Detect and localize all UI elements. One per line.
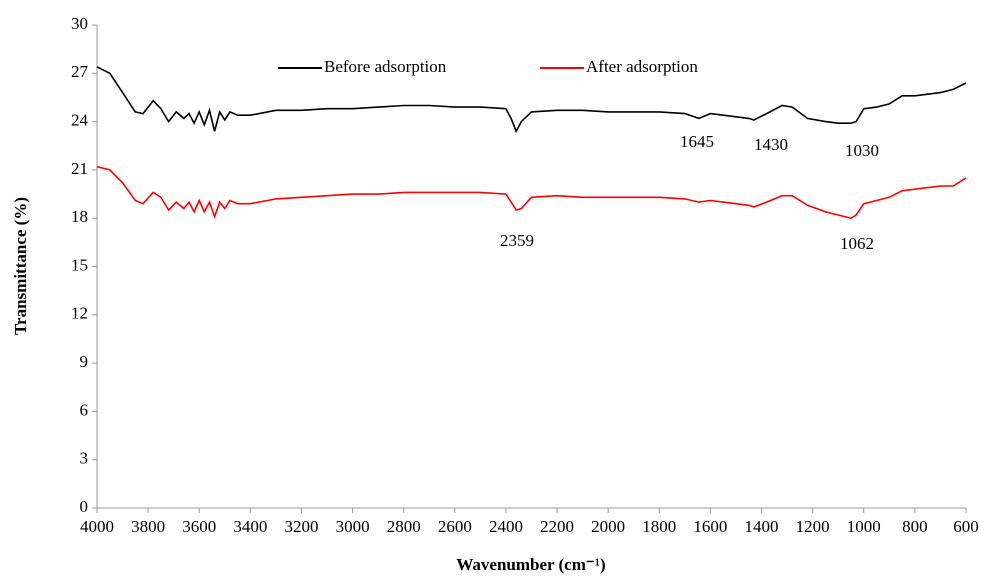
y-tick-label: 24 [71,111,89,130]
x-tick-label: 1200 [796,517,830,536]
annotation: 2359 [500,231,534,250]
y-tick-label: 18 [71,207,88,226]
annotation: 1030 [845,141,879,160]
x-tick-label: 1400 [745,517,779,536]
x-tick-label: 1000 [847,517,881,536]
x-tick-label: 800 [902,517,928,536]
y-tick-label: 0 [80,497,89,516]
y-tick-label: 21 [71,159,88,178]
y-axis-label: Transmittance (%) [11,197,30,335]
x-axis-label: Wavenumber (cm⁻¹) [456,555,605,574]
annotation: 1645 [680,132,714,151]
y-tick-label: 30 [71,14,88,33]
y-tick-label: 12 [71,304,88,323]
annotation: 1430 [754,135,788,154]
x-tick-label: 4000 [80,517,114,536]
x-tick-label: 3600 [182,517,216,536]
x-tick-label: 3200 [284,517,318,536]
y-tick-label: 9 [80,352,89,371]
series-line [96,165,967,220]
legend-label: After adsorption [586,57,698,76]
y-tick-label: 15 [71,255,88,274]
x-tick-label: 2600 [438,517,472,536]
x-tick-label: 3000 [336,517,370,536]
series-line [96,66,967,134]
x-tick-label: 600 [953,517,979,536]
y-tick-label: 6 [80,400,89,419]
legend-label: Before adsorption [324,57,447,76]
x-tick-label: 3400 [233,517,267,536]
x-tick-label: 1800 [642,517,676,536]
x-tick-label: 2200 [540,517,574,536]
x-tick-label: 3800 [131,517,165,536]
x-tick-label: 1600 [693,517,727,536]
x-tick-label: 2000 [591,517,625,536]
x-tick-label: 2400 [489,517,523,536]
y-tick-label: 27 [71,62,89,81]
annotation: 1062 [840,234,874,253]
x-tick-label: 2800 [387,517,421,536]
y-tick-label: 3 [80,449,89,468]
